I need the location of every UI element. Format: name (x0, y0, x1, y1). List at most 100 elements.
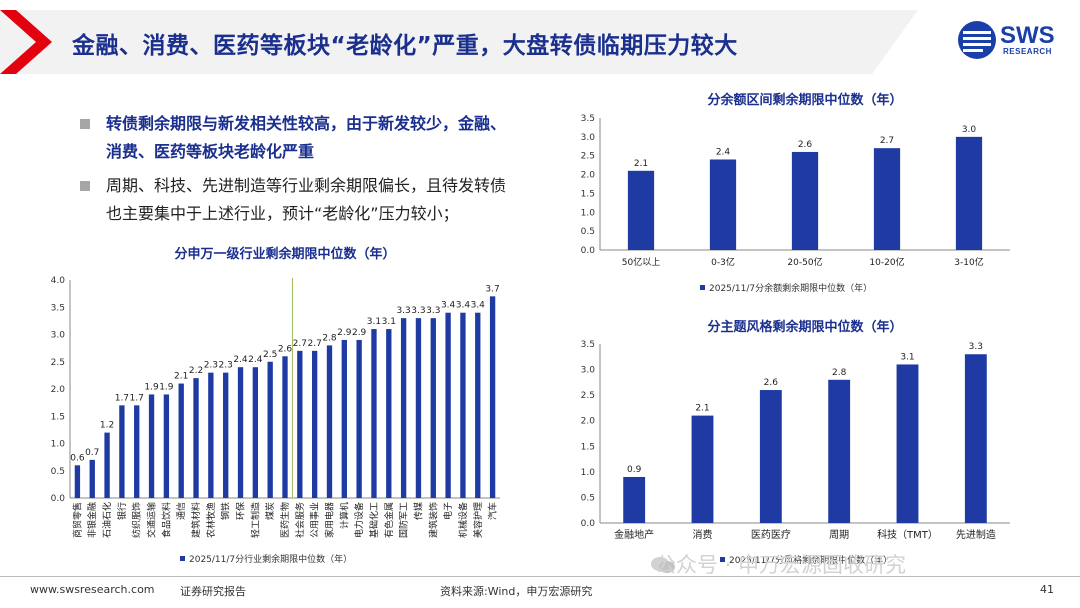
data-label: 1.9 (144, 382, 159, 392)
bar (223, 372, 229, 498)
data-label: 1.2 (100, 421, 114, 431)
data-label: 2.4 (248, 355, 263, 365)
bar (400, 318, 407, 498)
x-tick-label: 金融地产 (614, 528, 654, 541)
bullet-list: 转债剩余期限与新发相关性较高，由于新发较少，金融、消费、医药等板块老龄化严重 周… (80, 110, 520, 234)
data-label: 3.1 (367, 317, 381, 327)
bar (178, 383, 184, 498)
x-tick-label: 国防军工 (398, 502, 410, 538)
bar (371, 329, 377, 498)
x-tick-label: 建筑材料 (190, 502, 202, 538)
bar (386, 329, 392, 498)
y-tick-label: 1.5 (581, 442, 595, 452)
x-tick-label: 纺织服饰 (131, 502, 143, 538)
data-label: 3.3 (411, 306, 425, 316)
bar (828, 379, 851, 523)
bar (163, 394, 170, 498)
x-tick-label: 有色金属 (383, 502, 395, 538)
data-label: 2.9 (352, 328, 367, 338)
data-label: 2.8 (832, 368, 847, 378)
x-tick-label: 通信 (175, 502, 187, 520)
bar (460, 312, 466, 498)
bar (955, 136, 983, 250)
x-tick-label: 公用事业 (309, 502, 321, 538)
data-label: 2.1 (695, 404, 709, 414)
page-title: 金融、消费、医药等板块“老龄化”严重，大盘转债临期压力较大 (72, 33, 738, 59)
x-tick-label: 环保 (235, 502, 247, 520)
bar (297, 350, 303, 498)
y-tick-label: 0.0 (51, 494, 66, 504)
data-label: 2.3 (219, 361, 233, 371)
title-bar (0, 10, 918, 74)
bar (237, 367, 244, 498)
data-label: 3.4 (456, 301, 471, 311)
data-label: 2.8 (322, 333, 337, 343)
watermark: 公众号 · 申万宏源固收研究 (655, 553, 907, 577)
legend-label: 2025/11/7分风格剩余期限中位数（年） (729, 554, 892, 566)
x-tick-label: 传媒 (412, 502, 424, 520)
data-label: 2.5 (263, 350, 277, 360)
data-label: 3.1 (382, 317, 396, 327)
x-tick-label: 医药医疗 (751, 528, 791, 541)
y-tick-label: 1.0 (51, 440, 66, 450)
x-tick-label: 石油石化 (101, 502, 113, 538)
data-label: 2.1 (174, 372, 188, 382)
bar (489, 296, 496, 498)
logo-wordmark: SWS (1000, 22, 1055, 49)
legend-swatch (700, 285, 705, 290)
chart-title: 分申万一级行业剩余期限中位数（年） (174, 246, 395, 262)
data-label: 2.3 (204, 361, 218, 371)
data-label: 0.7 (85, 448, 99, 458)
legend-label: 2025/11/7分行业剩余期限中位数（年） (189, 553, 352, 565)
x-tick-label: 商贸零售 (71, 502, 83, 538)
x-tick-label: 计算机 (338, 502, 350, 529)
bar (430, 318, 436, 498)
legend-swatch (720, 557, 725, 562)
data-label: 1.7 (130, 393, 144, 403)
wechat-icon (651, 557, 675, 573)
x-tick-label: 建筑装饰 (427, 502, 439, 538)
footer-source: 资料来源:Wind，申万宏源研究 (440, 585, 593, 598)
y-tick-label: 2.5 (581, 152, 595, 162)
data-label: 2.6 (278, 344, 293, 354)
y-tick-label: 3.0 (581, 133, 596, 143)
logo-subtext: RESEARCH (1003, 47, 1052, 56)
sws-logo-icon (958, 21, 996, 59)
x-tick-label: 基础化工 (368, 502, 380, 538)
x-tick-label: 医药生物 (279, 502, 291, 538)
bar (282, 356, 288, 498)
y-tick-label: 3.0 (51, 331, 66, 341)
bar (341, 339, 347, 498)
x-tick-label: 周期 (829, 529, 849, 541)
bar (74, 465, 81, 498)
bar (896, 364, 919, 523)
bar (627, 170, 655, 250)
x-tick-label: 煤炭 (264, 502, 276, 520)
data-label: 2.7 (880, 136, 894, 146)
y-tick-label: 1.0 (581, 208, 596, 218)
bar (104, 432, 110, 498)
bar (415, 318, 422, 498)
footer-website[interactable]: www.swsresearch.com (30, 583, 155, 596)
x-tick-label: 农林牧渔 (205, 502, 217, 538)
y-tick-label: 2.5 (581, 391, 595, 401)
y-tick-label: 1.5 (51, 412, 65, 422)
bar (267, 361, 273, 498)
y-tick-label: 2.0 (581, 417, 596, 427)
bar (134, 405, 140, 498)
x-tick-label: 10-20亿 (869, 256, 904, 268)
y-tick-label: 0.5 (51, 467, 65, 477)
y-tick-label: 0.5 (581, 493, 595, 503)
bar (119, 405, 125, 498)
y-tick-label: 3.0 (581, 366, 596, 376)
bar (356, 339, 362, 498)
x-tick-label: 50亿以上 (622, 256, 660, 268)
chart-title: 分主题风格剩余期限中位数（年） (707, 319, 902, 335)
data-label: 0.6 (70, 453, 85, 463)
x-tick-label: 电力设备 (353, 502, 365, 538)
data-label: 2.7 (293, 339, 307, 349)
x-tick-label: 汽车 (487, 502, 499, 520)
x-tick-label: 20-50亿 (787, 256, 822, 268)
x-tick-label: 科技（TMT） (877, 528, 938, 541)
y-tick-label: 3.5 (51, 303, 65, 313)
